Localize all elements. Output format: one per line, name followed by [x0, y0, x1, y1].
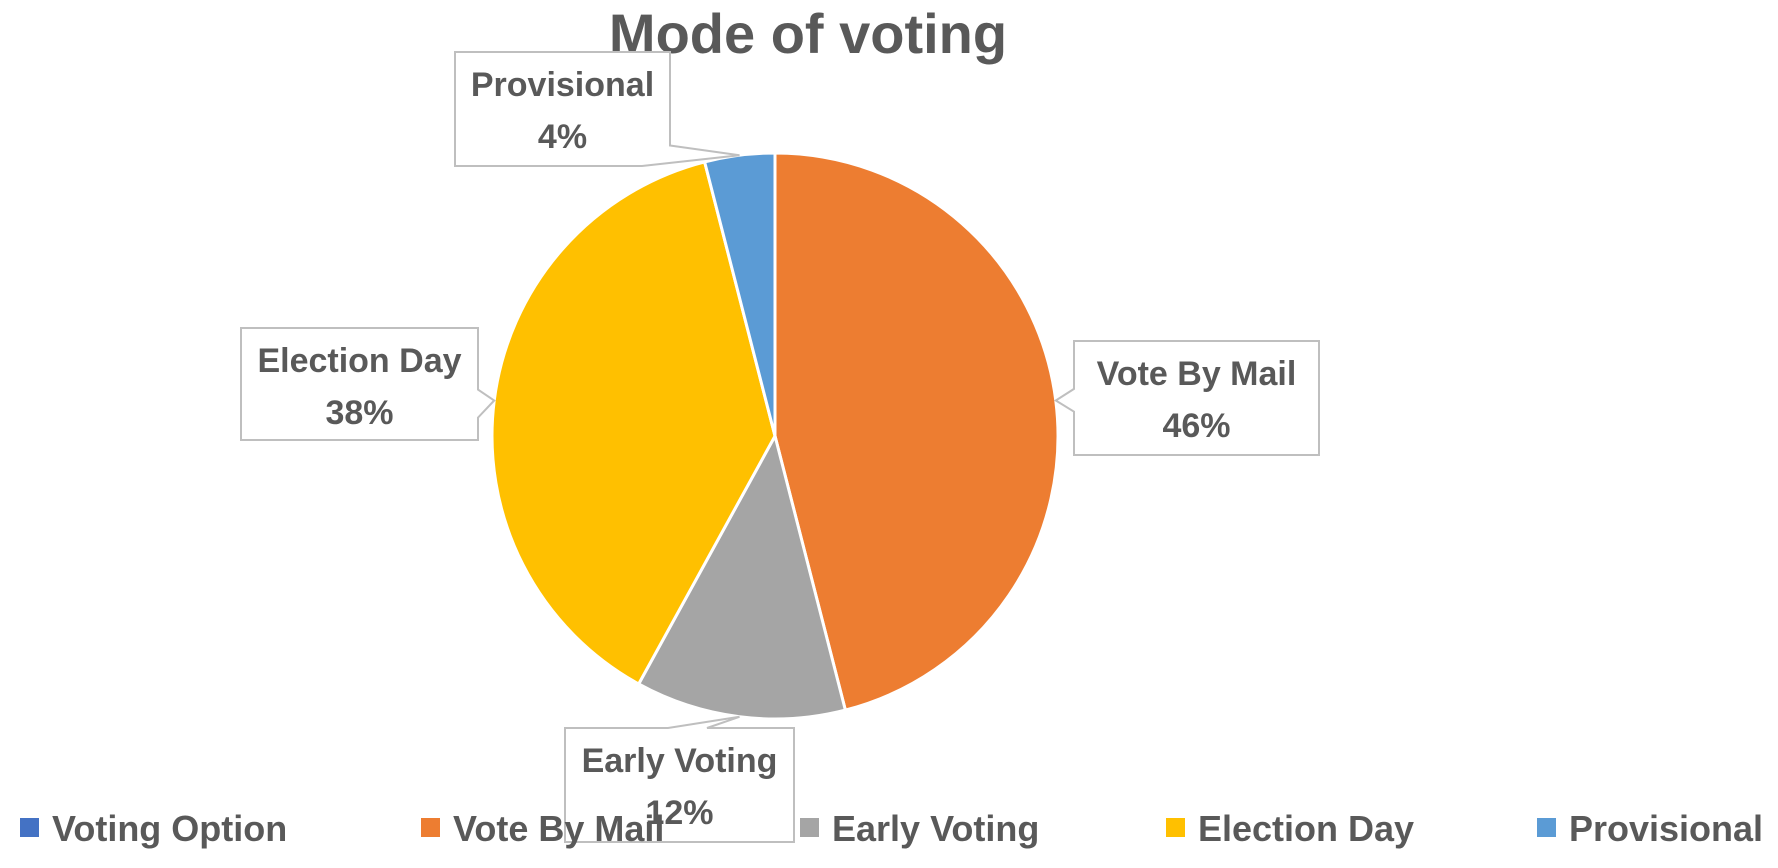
data-label-value: 12%	[645, 794, 713, 832]
legend-label: Vote By Mail	[453, 808, 664, 849]
data-label-category: Election Day	[257, 342, 461, 380]
data-label-provisional: Provisional 4%	[454, 51, 740, 167]
pie-slices	[490, 151, 1060, 721]
legend-swatch	[800, 818, 819, 837]
data-label-category: Vote By Mail	[1097, 355, 1297, 393]
data-label-category: Early Voting	[582, 742, 778, 780]
data-label-box	[564, 715, 795, 843]
legend-swatch	[421, 818, 440, 837]
legend-swatch	[20, 818, 39, 837]
legend-item-election-day: Election Day	[1166, 808, 1414, 849]
data-label-early-voting: Early Voting 12%	[564, 715, 795, 843]
chart-legend: Voting Option Vote By Mail Early Voting Ele…	[20, 808, 1763, 849]
data-label-box	[454, 51, 740, 167]
legend-label: Early Voting	[832, 808, 1039, 849]
legend-label: Election Day	[1198, 808, 1414, 849]
data-label-box	[240, 327, 496, 441]
data-label-category: Provisional	[471, 66, 654, 104]
legend-label: Provisional	[1569, 808, 1763, 849]
legend-swatch	[1166, 818, 1185, 837]
data-label-box	[1053, 340, 1320, 456]
legend-item-voting-option: Voting Option	[20, 808, 287, 849]
chart-title: Mode of voting	[609, 2, 1007, 65]
legend-item-provisional: Provisional	[1537, 808, 1763, 849]
legend-swatch	[1537, 818, 1556, 837]
data-label-vote-by-mail: Vote By Mail 46%	[1053, 340, 1320, 456]
legend-label: Voting Option	[52, 808, 287, 849]
legend-item-early-voting: Early Voting	[800, 808, 1039, 849]
data-label-callouts: Vote By Mail 46% Early Voting 12% Election D…	[240, 51, 1320, 843]
legend-item-vote-by-mail: Vote By Mail	[421, 808, 664, 849]
data-label-value: 4%	[538, 118, 587, 156]
data-label-election-day: Election Day 38%	[240, 327, 496, 441]
data-label-value: 38%	[325, 394, 393, 432]
data-label-value: 46%	[1162, 407, 1230, 445]
